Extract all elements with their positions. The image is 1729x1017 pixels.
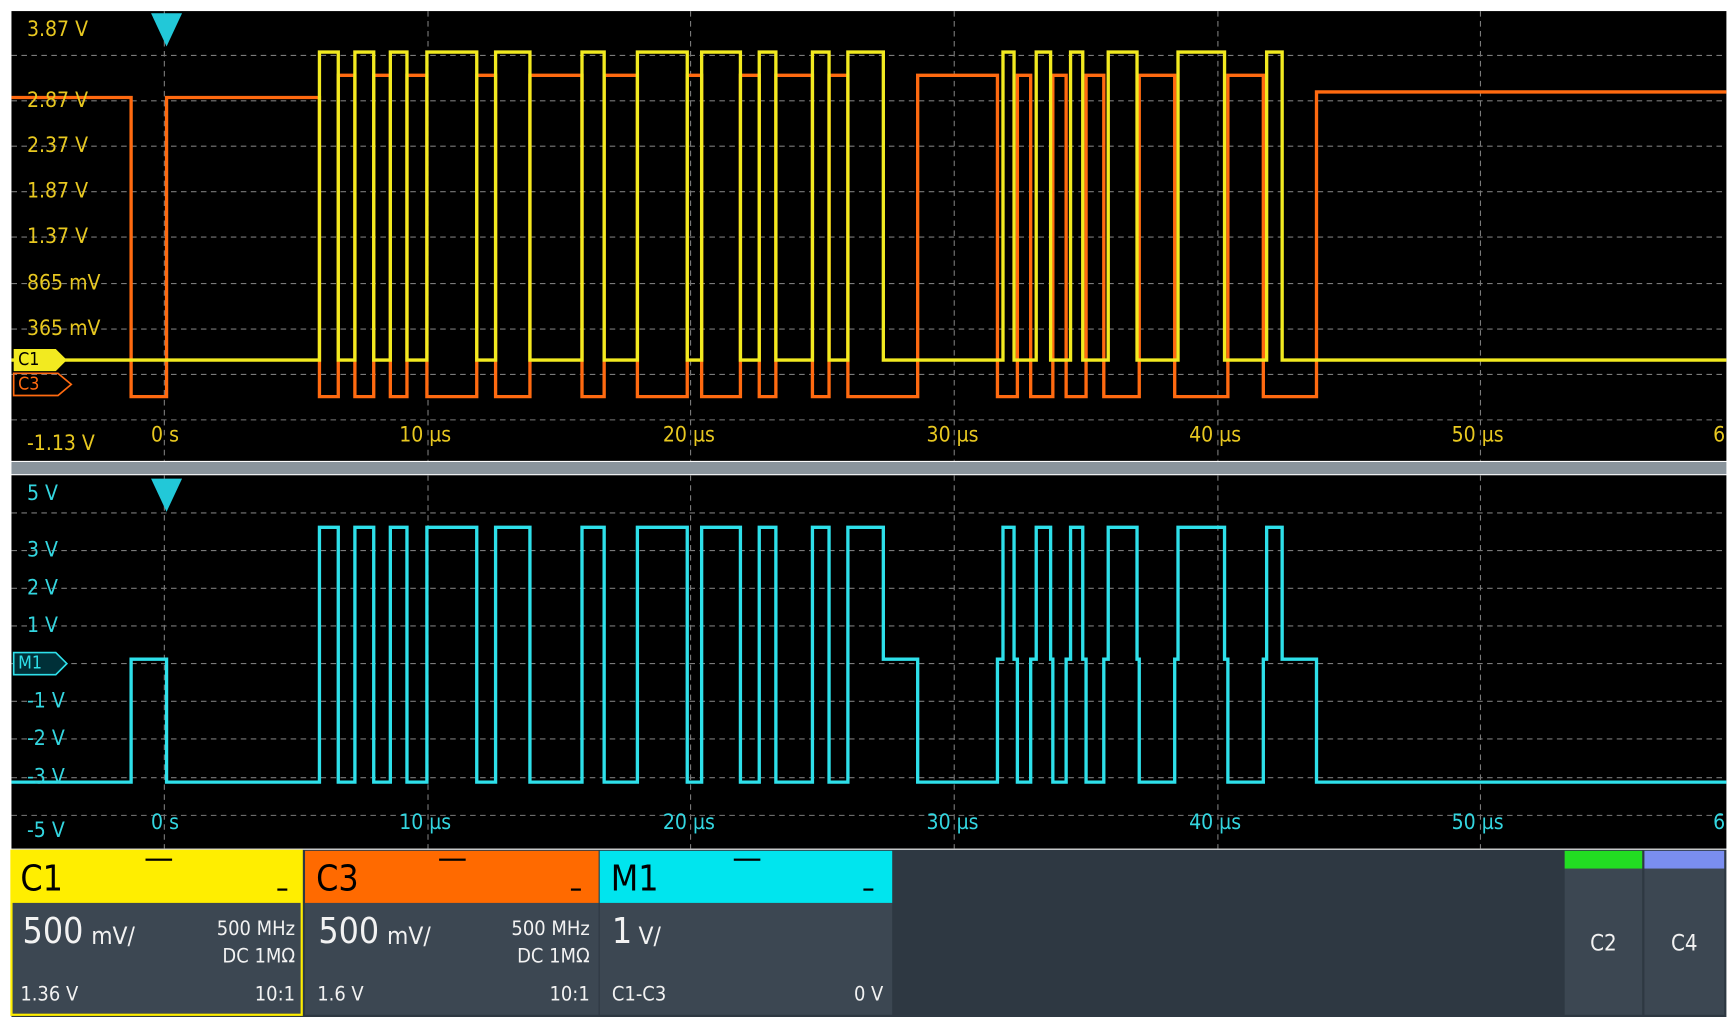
scale-value: 1 bbox=[612, 911, 632, 952]
x-label: 10 µs bbox=[399, 421, 451, 446]
x-label: 40 µs bbox=[1189, 421, 1241, 446]
splitter[interactable] bbox=[11, 461, 1727, 475]
trace-c3 bbox=[11, 73, 1727, 399]
minimize-icon[interactable] bbox=[863, 888, 874, 891]
x-label: 6 bbox=[1713, 421, 1725, 446]
scale-value: 500 bbox=[23, 911, 84, 952]
y-label: 1 V bbox=[27, 612, 58, 637]
marker-label: C3 bbox=[18, 374, 39, 394]
grip-icon bbox=[733, 858, 761, 861]
y-label: 2 V bbox=[27, 574, 58, 599]
y-label: 1.37 V bbox=[27, 223, 88, 248]
scale-value: 500 bbox=[318, 911, 379, 952]
ref-marker[interactable] bbox=[12, 372, 73, 397]
channel-c1[interactable]: C1 500 mV/ 500 MHz DC 1MΩ 1.36 V 10:1 bbox=[10, 849, 303, 1016]
color-strip bbox=[1644, 850, 1725, 869]
trace-m1 bbox=[11, 525, 1727, 784]
y-label: 3 V bbox=[27, 537, 58, 562]
bandwidth: 500 MHz bbox=[511, 916, 589, 940]
trigger-marker[interactable] bbox=[151, 13, 183, 47]
button-label: C2 bbox=[1590, 930, 1617, 956]
waveforms bbox=[11, 13, 1727, 784]
side-button[interactable] bbox=[1564, 850, 1643, 1015]
ref-marker[interactable] bbox=[12, 651, 69, 676]
coupling: DC 1MΩ bbox=[517, 944, 590, 968]
button-label: C4 bbox=[1671, 930, 1698, 956]
y-label: 365 mV bbox=[27, 315, 101, 340]
y-label: 3.87 V bbox=[27, 16, 88, 41]
x-label: 0 s bbox=[151, 421, 179, 446]
grip-icon bbox=[145, 858, 173, 861]
scale-unit: V/ bbox=[639, 921, 662, 950]
channel-c3[interactable]: C3 500 mV/ 500 MHz DC 1MΩ 1.6 V 10:1 bbox=[305, 850, 599, 1015]
x-label: 50 µs bbox=[1452, 809, 1504, 834]
y-label: 865 mV bbox=[27, 270, 101, 295]
bandwidth: 500 MHz bbox=[217, 916, 295, 940]
y-label: -1 V bbox=[27, 687, 65, 712]
x-label: 30 µs bbox=[927, 809, 979, 834]
y-label: 2.37 V bbox=[27, 132, 88, 157]
button-c4[interactable]: C4 bbox=[1644, 850, 1725, 1015]
y-label: 1.87 V bbox=[27, 178, 88, 203]
minimize-icon[interactable] bbox=[570, 888, 581, 891]
x-label: 0 s bbox=[151, 809, 179, 834]
x-label: 50 µs bbox=[1452, 421, 1504, 446]
scale-unit: mV/ bbox=[91, 921, 135, 950]
bottom-plot bbox=[11, 475, 1727, 849]
marker-label: M1 bbox=[18, 654, 42, 674]
channel-name: C3 bbox=[316, 859, 359, 900]
trace-c1 bbox=[11, 50, 1727, 362]
ref-marker[interactable] bbox=[13, 348, 67, 372]
grip-icon bbox=[439, 858, 466, 861]
y-label: -3 V bbox=[27, 764, 65, 789]
x-label: 40 µs bbox=[1189, 809, 1241, 834]
marker-label: C1 bbox=[18, 350, 39, 370]
x-label: 10 µs bbox=[399, 809, 451, 834]
probe: 10:1 bbox=[549, 981, 589, 1005]
y-label: -1.13 V bbox=[27, 430, 95, 455]
x-label: 20 µs bbox=[663, 421, 715, 446]
coupling: DC 1MΩ bbox=[222, 944, 295, 968]
offset: 0 V bbox=[854, 981, 884, 1005]
y-label: -2 V bbox=[27, 725, 65, 750]
y-label: 2.87 V bbox=[27, 87, 88, 112]
scale-unit: mV/ bbox=[387, 921, 431, 950]
channel-name: M1 bbox=[611, 859, 659, 900]
x-label: 30 µs bbox=[927, 421, 979, 446]
button-c2[interactable]: C2 bbox=[1564, 850, 1643, 1015]
minimize-icon[interactable] bbox=[277, 888, 288, 891]
axis-labels: 3.87 V 2.87 V 2.37 V 1.87 V 1.37 V 865 mV 365 … bbox=[12, 16, 1725, 842]
trigger-marker[interactable] bbox=[151, 478, 183, 512]
y-label: -5 V bbox=[27, 817, 65, 842]
side-button[interactable] bbox=[1644, 850, 1725, 1015]
probe: 10:1 bbox=[255, 981, 295, 1005]
channel-name: C1 bbox=[20, 859, 63, 900]
offset: 1.6 V bbox=[317, 981, 364, 1005]
color-strip bbox=[1564, 850, 1643, 869]
source: C1-C3 bbox=[612, 981, 666, 1005]
top-plot bbox=[11, 11, 1727, 461]
channel-m1[interactable]: M1 1 V/ C1-C3 0 V bbox=[599, 850, 893, 1015]
x-label: 20 µs bbox=[663, 809, 715, 834]
x-label: 6 bbox=[1713, 809, 1725, 834]
offset: 1.36 V bbox=[20, 981, 79, 1005]
y-label: 5 V bbox=[27, 480, 58, 505]
